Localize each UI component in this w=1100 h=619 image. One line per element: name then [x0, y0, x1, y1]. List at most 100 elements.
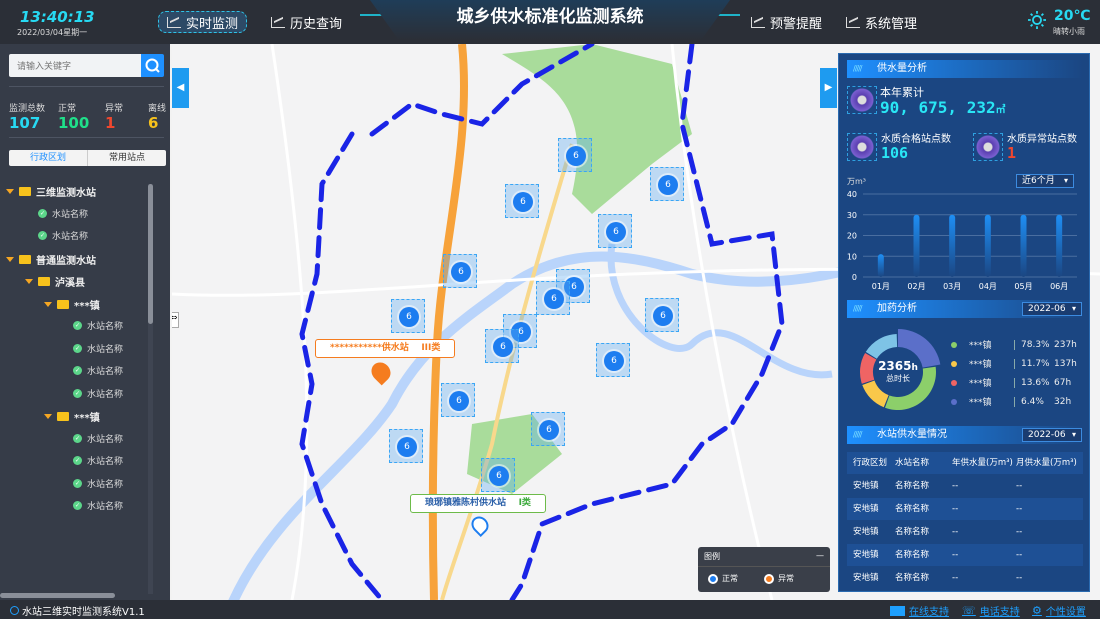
station-cluster[interactable]: 6 [443, 254, 477, 288]
station-cluster[interactable]: 6 [556, 269, 590, 303]
tab-favorite-stations[interactable]: 常用站点 [108, 153, 145, 163]
tree-folder[interactable]: ***镇 [44, 409, 100, 424]
table-cell: -- [1016, 550, 1023, 560]
tree-label: 三维监测水站 [36, 188, 96, 199]
table-row[interactable]: 安地镇 名称名称 -- -- [847, 475, 1083, 497]
stat-value: 6 [148, 114, 159, 132]
popup-station-class: III类 [421, 343, 441, 353]
tree-station[interactable]: ✓ 水站名称 [73, 319, 123, 332]
expand-icon[interactable] [6, 189, 14, 194]
nav-system-management[interactable]: 系统管理 [838, 11, 925, 33]
nav-alerts[interactable]: 预警提醒 [743, 11, 830, 33]
station-cluster[interactable]: 6 [598, 214, 632, 248]
clock: 13:40:13 [20, 8, 95, 26]
dosing-period-select[interactable]: 2022-06 [1022, 302, 1082, 316]
cluster-count: 6 [489, 466, 509, 486]
tree-folder[interactable]: 三维监测水站 [6, 184, 96, 199]
station-cluster[interactable]: 6 [536, 281, 570, 315]
bar[interactable] [984, 214, 991, 277]
donut-segment[interactable] [898, 329, 941, 368]
table-row[interactable]: 安地镇 名称名称 -- -- [847, 567, 1083, 589]
search-button[interactable] [141, 54, 164, 77]
vertical-scroll-thumb[interactable] [148, 184, 153, 324]
bar[interactable] [913, 214, 920, 277]
expand-icon[interactable] [6, 256, 14, 262]
station-cluster[interactable]: 6 [441, 383, 475, 417]
hours: 237h [1054, 339, 1077, 350]
dosing-legend-item: ***镇 13.6% 67h [951, 376, 1071, 389]
chart-icon [751, 16, 765, 28]
donut-segment[interactable] [865, 334, 898, 359]
table-cell: 名称名称 [895, 504, 930, 514]
column-header: 年供水量(万m³) [952, 458, 1013, 468]
table-cell: -- [952, 550, 959, 560]
divider [9, 86, 164, 87]
tree-station[interactable]: ✓ 水站名称 [38, 207, 88, 220]
station-popup-normal[interactable]: 琅琊镇雅陈村供水站 I类 [410, 494, 546, 513]
vertical-scrollbar[interactable] [148, 184, 153, 594]
minimize-legend-button[interactable]: — [816, 551, 824, 560]
check-circle-icon: ✓ [73, 388, 82, 398]
table-cell: -- [1016, 504, 1023, 514]
station-popup-abnormal[interactable]: ***********供水站 III类 [315, 339, 456, 358]
station-period-select[interactable]: 2022-06 [1022, 428, 1082, 442]
tree-folder[interactable]: ***镇 [44, 297, 100, 312]
table-cell: 名称名称 [895, 550, 930, 560]
phone-support-link[interactable]: ☏ 电话支持 [962, 603, 1020, 618]
donut-segment[interactable] [862, 380, 889, 408]
tree-station[interactable]: ✓ 水站名称 [73, 342, 123, 355]
station-cluster[interactable]: 6 [596, 343, 630, 377]
tree-station[interactable]: ✓ 水站名称 [73, 387, 123, 400]
tree-folder[interactable]: 普通监测水站 [6, 252, 96, 267]
expand-icon[interactable] [44, 414, 52, 419]
search-icon [145, 58, 160, 73]
station-cluster[interactable]: 6 [485, 329, 519, 363]
resize-handle[interactable]: ⇔ [172, 312, 179, 328]
tab-admin-division[interactable]: 行政区划 [9, 150, 88, 166]
expand-icon[interactable] [25, 279, 33, 284]
station-cluster[interactable]: 6 [558, 138, 592, 172]
horizontal-scroll-thumb[interactable] [0, 593, 115, 598]
nav-realtime-monitoring[interactable]: 实时监测 [158, 11, 248, 33]
station-cluster[interactable]: 6 [389, 429, 423, 463]
nav-history-query[interactable]: 历史查询 [263, 11, 350, 33]
station-cluster[interactable]: 6 [481, 458, 515, 492]
stat-value: 1 [105, 114, 116, 132]
check-circle-icon: ✓ [73, 501, 82, 510]
tree-folder[interactable]: 泸溪县 [25, 274, 85, 289]
bar[interactable] [877, 254, 884, 277]
collapse-right-button[interactable]: ▶ [820, 68, 837, 108]
donut-segment[interactable] [885, 366, 936, 410]
station-cluster[interactable]: 6 [645, 298, 679, 332]
station-cluster[interactable]: 6 [391, 299, 425, 333]
check-circle-icon: ✓ [73, 433, 82, 443]
table-row[interactable]: 安地镇 名称名称 -- -- [847, 544, 1083, 566]
station-cluster[interactable]: 6 [531, 412, 565, 446]
expand-icon[interactable] [44, 301, 52, 307]
range-select[interactable]: 近6个月 [1016, 174, 1074, 188]
search-input[interactable] [9, 54, 141, 77]
bar[interactable] [1020, 214, 1027, 277]
donut-segment[interactable] [860, 353, 877, 384]
station-cluster[interactable]: 6 [650, 167, 684, 201]
x-tick-label: 01月 [872, 282, 890, 291]
tree-station[interactable]: ✓ 水站名称 [73, 499, 123, 512]
table-header: 行政区划 水站名称 年供水量(万m³) 月供水量(万m³) [847, 452, 1083, 474]
table-row[interactable]: 安地镇 名称名称 -- -- [847, 521, 1083, 543]
tree-station[interactable]: ✓ 水站名称 [73, 454, 123, 467]
tree-station[interactable]: ✓ 水站名称 [73, 477, 123, 490]
info-icon [10, 606, 19, 615]
link-label: 在线支持 [909, 607, 949, 618]
station-cluster[interactable]: 6 [505, 184, 539, 218]
bar[interactable] [949, 214, 956, 277]
folder-icon [19, 254, 31, 264]
table-row[interactable]: 安地镇 名称名称 -- -- [847, 498, 1083, 520]
bar[interactable] [1056, 214, 1063, 277]
tree-station[interactable]: ✓ 水站名称 [73, 432, 123, 445]
personal-settings-link[interactable]: ⚙ 个性设置 [1032, 603, 1086, 618]
tree-station[interactable]: ✓ 水站名称 [38, 229, 88, 242]
online-support-link[interactable]: 在线支持 [890, 603, 949, 618]
tree-station[interactable]: ✓ 水站名称 [73, 364, 123, 377]
green-area [502, 44, 692, 214]
collapse-left-button[interactable]: ◀ [172, 68, 189, 108]
